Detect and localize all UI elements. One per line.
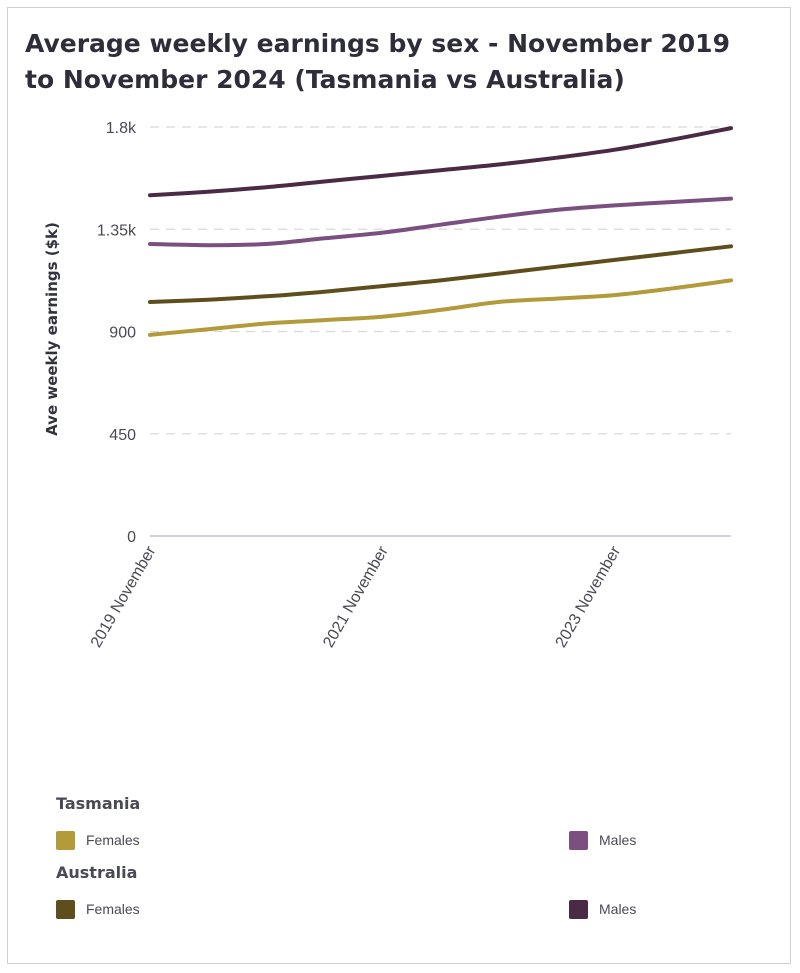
legend-swatch xyxy=(569,899,588,919)
gridlines xyxy=(150,126,731,537)
series-lines xyxy=(148,126,733,337)
chart-title: Average weekly earnings by sex - Novembe… xyxy=(25,29,730,94)
series-line-tasmania-females xyxy=(148,278,733,337)
chart-card xyxy=(7,7,791,964)
legend-label: Males xyxy=(599,832,637,848)
legend-label: Females xyxy=(86,832,140,848)
legend-label: Females xyxy=(86,901,140,917)
series-line-tasmania-males xyxy=(148,196,733,248)
x-axis: 2019 November 2021 November 2023 November xyxy=(88,543,625,651)
y-tick-label: 900 xyxy=(109,325,136,342)
x-tick-label: 2021 November xyxy=(320,543,392,651)
legend-group-australia: Australia xyxy=(56,863,138,882)
legend-swatch xyxy=(56,830,75,850)
series-line-australia-females xyxy=(148,244,733,304)
y-tick-label: 1.8k xyxy=(106,120,137,137)
y-axis: 0 450 900 1.35k 1.8k xyxy=(97,120,137,546)
legend-item-tasmania-males[interactable]: Males xyxy=(569,829,636,851)
legend-label: Males xyxy=(599,901,637,917)
legend-item-tasmania-females[interactable]: Females xyxy=(56,829,140,851)
y-tick-label: 450 xyxy=(109,427,136,444)
legend-item-australia-males[interactable]: Males xyxy=(569,898,636,920)
y-tick-label: 0 xyxy=(127,529,136,546)
legend-item-australia-females[interactable]: Females xyxy=(56,898,140,920)
legend-swatch xyxy=(569,830,588,850)
x-tick-label: 2023 November xyxy=(553,543,625,651)
legend-group-tasmania: Tasmania xyxy=(56,794,141,813)
series-line-australia-males xyxy=(148,126,733,198)
legend-swatch xyxy=(56,899,75,919)
y-tick-label: 1.35k xyxy=(97,222,137,239)
y-axis-title: Ave weekly earnings ($k) xyxy=(43,222,61,436)
x-tick-label: 2019 November xyxy=(88,543,160,651)
